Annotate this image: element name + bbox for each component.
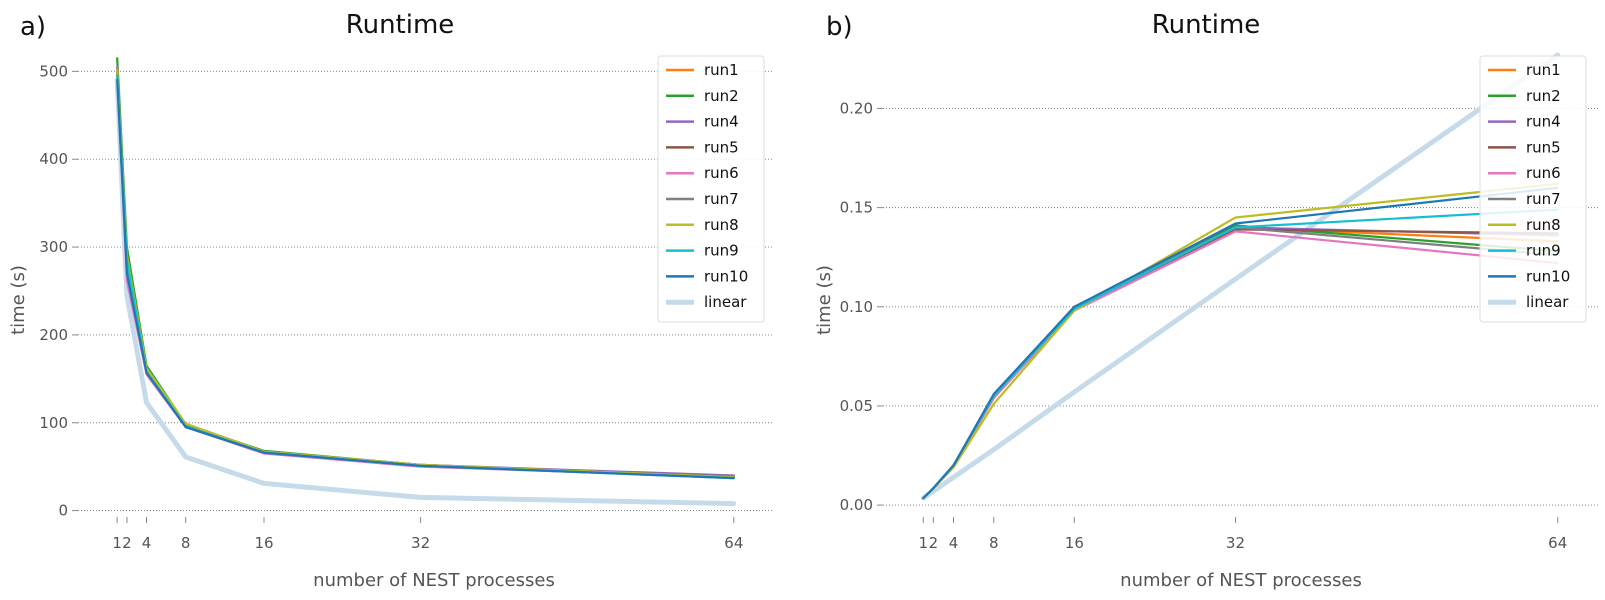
panel-b-y-tick-label: 0.10 bbox=[840, 298, 873, 316]
panel-a-x-tick-label: 8 bbox=[181, 534, 191, 552]
panel-b-y-tick-label: 0.05 bbox=[840, 397, 873, 415]
panel-b-x-tick-label: 16 bbox=[1065, 534, 1084, 552]
panel-b-legend-label-linear: linear bbox=[1526, 293, 1569, 311]
panel-b-y-axis-label: time (s) bbox=[814, 265, 835, 335]
panel-b-x-tick-label: 1 bbox=[919, 534, 929, 552]
panel-b-x-tick-label: 32 bbox=[1226, 534, 1245, 552]
panel-a-legend-label-run9: run9 bbox=[704, 242, 739, 260]
panel-a-series-line-run9 bbox=[116, 74, 735, 480]
panel-b-x-axis-label: number of NEST processes bbox=[1120, 570, 1362, 591]
panel-a-series-line-run7 bbox=[116, 70, 735, 478]
panel-b-title: Runtime bbox=[1152, 10, 1261, 40]
panel-b-x-tick-label: 8 bbox=[989, 534, 999, 552]
panel-b-y-tick-label: 0.00 bbox=[840, 496, 873, 514]
panel-a-legend-label-run6: run6 bbox=[704, 164, 739, 182]
panel-a-x-tick-label: 16 bbox=[254, 534, 273, 552]
panel-a-series-line-run2 bbox=[116, 57, 735, 479]
panel-b-legend-label-run8: run8 bbox=[1526, 216, 1561, 234]
panel-a-legend-label-linear: linear bbox=[704, 293, 747, 311]
panel-a-y-tick-label: 200 bbox=[39, 326, 68, 344]
panel-b-x-ticks: 1 2 4 8 16 32 64 bbox=[919, 517, 1567, 552]
panel-a-gridlines bbox=[78, 70, 773, 512]
panel-a-legend-label-run8: run8 bbox=[704, 216, 739, 234]
panel-a-series-line-run5 bbox=[116, 70, 735, 478]
panel-b-x-tick-label: 2 bbox=[929, 534, 939, 552]
panel-b-legend: run1 run2 run4 run5 run6 run7 run8 run9 run10 lin… bbox=[1479, 55, 1587, 323]
panel-b-series-line-run4 bbox=[922, 226, 1559, 500]
panel-b-gridlines bbox=[883, 108, 1598, 506]
panel-a-series-lines bbox=[114, 57, 737, 507]
panel-a-series-line-run10 bbox=[116, 78, 735, 480]
panel-a-y-axis-label: time (s) bbox=[8, 265, 29, 335]
panel-a-series-line-run6 bbox=[116, 71, 735, 479]
panel-a-legend-label-run7: run7 bbox=[704, 190, 739, 208]
panel-b-legend-label-run1: run1 bbox=[1526, 61, 1561, 79]
panel-b-legend-label-run5: run5 bbox=[1526, 138, 1561, 156]
panel-b-y-tick-label: 0.15 bbox=[840, 199, 873, 217]
panel-a-y-tick-label: 0 bbox=[58, 502, 68, 520]
panel-b-series-line-run5 bbox=[922, 228, 1559, 500]
panel-b-series-line-run6 bbox=[922, 230, 1559, 500]
panel-a-x-ticks: 1 2 4 8 16 32 64 bbox=[112, 517, 743, 552]
panel-a-x-tick-label: 32 bbox=[411, 534, 430, 552]
panel-b-series-line-run10 bbox=[922, 186, 1559, 500]
panel-a-legend-label-run1: run1 bbox=[704, 61, 739, 79]
panel-a-x-tick-label: 2 bbox=[122, 534, 132, 552]
panel-a-series-line-run4 bbox=[116, 65, 735, 477]
panel-b-y-ticks: 0.00 0.05 0.10 0.15 0.20 bbox=[840, 99, 883, 514]
panel-b-legend-label-run9: run9 bbox=[1526, 242, 1561, 260]
panel-a-y-tick-label: 300 bbox=[39, 238, 68, 256]
panel-b-legend-label-run10: run10 bbox=[1526, 267, 1570, 285]
panel-b-series-line-run2 bbox=[922, 224, 1559, 500]
panel-a: a) Runtime 0 100 200 300 400 500 1 2 4 8 16 32 64 n… bbox=[8, 10, 773, 591]
panel-a-y-tick-label: 500 bbox=[39, 62, 68, 80]
panel-a-y-tick-label: 400 bbox=[39, 150, 68, 168]
panel-a-legend-label-run10: run10 bbox=[704, 267, 748, 285]
panel-a-title: Runtime bbox=[346, 10, 455, 40]
panel-a-x-tick-label: 1 bbox=[112, 534, 122, 552]
panel-b-series-line-run7 bbox=[922, 226, 1559, 500]
panel-a-series-line-run1 bbox=[116, 67, 735, 479]
panel-b-series-line-run1 bbox=[922, 226, 1559, 500]
panel-b-x-tick-label: 4 bbox=[949, 534, 959, 552]
panel-b-letter: b) bbox=[826, 12, 853, 42]
panel-a-letter: a) bbox=[20, 12, 46, 42]
panel-a-x-axis-label: number of NEST processes bbox=[313, 570, 555, 591]
panel-a-y-tick-label: 100 bbox=[39, 414, 68, 432]
panel-b-legend-label-run6: run6 bbox=[1526, 164, 1561, 182]
panel-a-x-tick-label: 64 bbox=[724, 534, 743, 552]
panel-b-y-tick-label: 0.20 bbox=[840, 99, 873, 117]
panel-a-series-line-linear bbox=[114, 77, 737, 507]
panel-a-legend-label-run2: run2 bbox=[704, 87, 739, 105]
panel-a-x-tick-label: 4 bbox=[142, 534, 152, 552]
panel-b-series-lines bbox=[920, 52, 1561, 501]
panel-a-legend: run1 run2 run4 run5 run6 run7 run8 run9 run10 lin… bbox=[657, 55, 765, 323]
panel-b-x-tick-label: 64 bbox=[1548, 534, 1567, 552]
panel-b-legend-label-run4: run4 bbox=[1526, 113, 1561, 131]
panel-a-y-ticks: 0 100 200 300 400 500 bbox=[39, 62, 78, 520]
panel-a-legend-label-run5: run5 bbox=[704, 138, 739, 156]
panel-b-legend-label-run2: run2 bbox=[1526, 87, 1561, 105]
panel-a-legend-label-run4: run4 bbox=[704, 113, 739, 131]
panel-b-series-line-linear bbox=[920, 52, 1561, 501]
panel-b: b) Runtime 0.00 0.05 0.10 0.15 0.20 1 2 4 8 16 32… bbox=[814, 10, 1598, 591]
panel-a-series-line-run8 bbox=[116, 68, 735, 479]
panel-b-legend-label-run7: run7 bbox=[1526, 190, 1561, 208]
